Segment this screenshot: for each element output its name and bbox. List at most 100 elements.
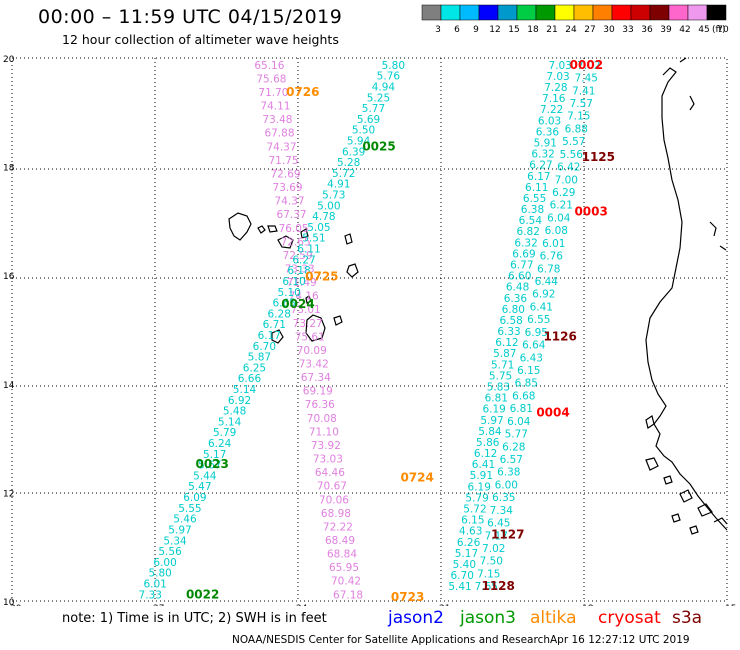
wave-height-value: 6.12 bbox=[474, 448, 497, 460]
wave-height-value: 6.69 bbox=[512, 248, 535, 260]
wave-height-value: 5.10 bbox=[277, 287, 300, 299]
wave-height-value: 6.88 bbox=[565, 123, 588, 135]
wave-height-value: 5.00 bbox=[317, 200, 340, 212]
wave-height-value: 7.17 bbox=[485, 530, 508, 542]
wave-height-value: 74.37 bbox=[266, 141, 296, 153]
wave-height-value: 5.67 bbox=[198, 460, 221, 472]
wave-height-value: 5.14 bbox=[233, 384, 257, 396]
page-subtitle: 12 hour collection of altimeter wave hei… bbox=[62, 32, 339, 47]
wave-height-value: 6.01 bbox=[542, 238, 565, 250]
pass-time-label: 0002 bbox=[570, 58, 603, 72]
wave-height-value: 74.11 bbox=[260, 101, 290, 113]
wave-height-value: 74.16 bbox=[289, 291, 319, 303]
wave-height-value: 6.09 bbox=[183, 492, 206, 504]
legend-jason3: jason3 bbox=[460, 608, 516, 628]
wave-height-value: 6.54 bbox=[519, 215, 543, 227]
wave-height-value: 5.05 bbox=[307, 222, 330, 234]
wave-height-value: 7.57 bbox=[570, 98, 593, 110]
wave-height-value: 7.15 bbox=[477, 568, 500, 580]
wave-height-value: 7.45 bbox=[575, 73, 598, 85]
wave-height-value: 64.46 bbox=[315, 467, 345, 479]
wave-height-value: 71.75 bbox=[268, 155, 298, 167]
wave-height-value: 5.71 bbox=[491, 359, 514, 371]
pass-time-label: 1128 bbox=[481, 579, 514, 593]
cape-verde-islands bbox=[228, 212, 359, 344]
wave-height-value: 5.48 bbox=[223, 406, 246, 418]
wave-height-value: 6.08 bbox=[545, 225, 568, 237]
wave-height-value: 6.24 bbox=[208, 438, 232, 450]
lat-tick-label: 12 bbox=[3, 489, 14, 499]
lat-tick-label: 20 bbox=[3, 55, 15, 65]
wave-height-value: 71.10 bbox=[309, 426, 339, 438]
wave-height-value: 73.42 bbox=[299, 359, 329, 371]
scale-unit: (ft) bbox=[712, 25, 726, 35]
wave-height-value: 5.17 bbox=[203, 449, 226, 461]
wave-height-value: 6.32 bbox=[514, 237, 537, 249]
wave-height-value: 6.18 bbox=[287, 265, 310, 277]
wave-height-color-scale: 3 6 9 12 15 18 21 24 27 30 33 36 39 42 45 70(ft) bbox=[421, 4, 729, 35]
wave-height-value: 7.03 bbox=[548, 60, 571, 72]
wave-height-value: 70.42 bbox=[331, 576, 361, 588]
wave-height-value: 6.92 bbox=[532, 289, 555, 301]
wave-height-value: 5.40 bbox=[453, 559, 476, 571]
wave-height-value: 7.41 bbox=[572, 85, 595, 97]
wave-height-value: 5.97 bbox=[168, 524, 191, 536]
wave-height-value: 6.60 bbox=[508, 271, 531, 283]
wave-height-value: 6.35 bbox=[492, 492, 515, 504]
wave-height-value: 75.68 bbox=[256, 73, 286, 85]
wave-height-value: 71.70 bbox=[258, 87, 288, 99]
wave-height-value: 5.75 bbox=[489, 370, 512, 382]
wave-height-value: 7.65 bbox=[475, 581, 498, 593]
wave-height-value: 5.79 bbox=[213, 427, 236, 439]
lon-tick-label: −21 bbox=[432, 604, 451, 606]
wave-height-value: 6.12 bbox=[495, 337, 518, 349]
legend-altika: altika bbox=[530, 608, 577, 628]
wave-height-value: 6.27 bbox=[292, 254, 315, 266]
wave-height-value: 5.44 bbox=[193, 470, 217, 482]
wave-height-value: 5.79 bbox=[465, 492, 488, 504]
wave-height-value: 6.43 bbox=[520, 352, 543, 364]
wave-height-value: 6.28 bbox=[502, 441, 525, 453]
scale-label: 24 bbox=[565, 25, 577, 35]
wave-height-value: 73.27 bbox=[293, 318, 323, 330]
wave-height-value: 5.25 bbox=[367, 92, 390, 104]
wave-height-value: 4.63 bbox=[459, 526, 482, 538]
wave-height-value: 6.19 bbox=[482, 404, 505, 416]
wave-height-value: 6.85 bbox=[515, 378, 538, 390]
wave-height-value: 6.10 bbox=[282, 276, 305, 288]
wave-height-value: 73.03 bbox=[313, 454, 343, 466]
wave-height-value: 6.28 bbox=[268, 308, 291, 320]
wave-height-value: 7.02 bbox=[482, 543, 505, 555]
wave-height-value: 5.41 bbox=[448, 581, 471, 593]
wave-height-value: 7.16 bbox=[542, 93, 566, 105]
wave-height-value: 6.36 bbox=[536, 126, 560, 138]
wave-height-value: 5.34 bbox=[163, 535, 187, 547]
wave-height-value: 5.76 bbox=[377, 71, 401, 83]
pass-time-label: 1126 bbox=[543, 329, 576, 343]
wave-height-value: 70.08 bbox=[307, 413, 337, 425]
map-frame bbox=[11, 57, 728, 602]
wave-height-value: 6.65 bbox=[272, 298, 295, 310]
wave-height-value: 67.37 bbox=[277, 209, 307, 221]
wave-height-value: 4.94 bbox=[372, 81, 396, 93]
wave-height-value: 7.15 bbox=[567, 111, 590, 123]
legend-cryosat: cryosat bbox=[598, 608, 661, 628]
wave-height-value: 5.86 bbox=[476, 437, 500, 449]
pass-time-label: 0003 bbox=[574, 204, 607, 218]
wave-height-value: 6.58 bbox=[499, 315, 522, 327]
wave-height-value: 6.04 bbox=[547, 212, 571, 224]
wave-height-value: 5.77 bbox=[505, 429, 528, 441]
wave-height-value: 70.06 bbox=[319, 494, 349, 506]
lat-tick-label: 14 bbox=[3, 381, 15, 391]
wave-height-value: 68.98 bbox=[321, 508, 351, 520]
pass-time-label: 0023 bbox=[195, 457, 228, 471]
pass-time-label: 0725 bbox=[305, 270, 338, 284]
wave-height-value: 5.69 bbox=[357, 114, 380, 126]
wave-height-value: 5.84 bbox=[478, 426, 502, 438]
map-grid bbox=[12, 58, 727, 601]
wave-height-value: 7.03 bbox=[546, 71, 569, 83]
wave-height-value: 7.50 bbox=[480, 556, 503, 568]
wave-height-value: 6.70 bbox=[253, 341, 276, 353]
wave-height-value: 6.92 bbox=[228, 395, 251, 407]
wave-height-value: 75.61 bbox=[295, 331, 325, 343]
